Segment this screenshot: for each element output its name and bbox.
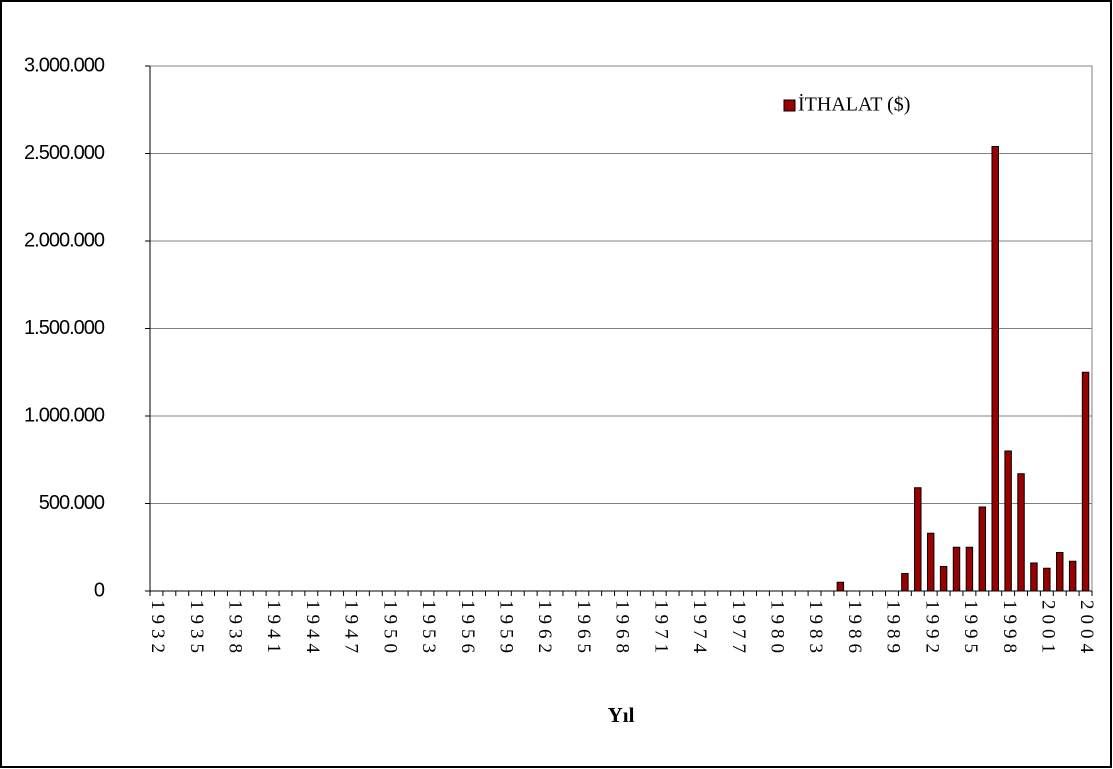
x-tick-label: 1947 [341,600,362,658]
bar [1056,552,1064,592]
x-tick-label: 1953 [418,600,439,658]
bar [1017,473,1025,592]
x-tick-label: 1956 [457,600,478,658]
x-tick-label: 1971 [650,600,671,658]
y-tick-label: 3.000.000 [24,54,105,76]
x-tick-label: 1959 [496,600,517,658]
bar [1004,450,1012,592]
x-tick-label: 1977 [728,600,749,658]
bar [965,546,974,592]
x-tick-label: 1968 [612,600,633,658]
x-tick-label: 1995 [960,600,981,658]
bar [1043,567,1051,592]
y-tick-label: 1.500.000 [24,317,105,339]
x-tick-label: 1980 [766,600,787,658]
bar [1081,371,1090,592]
x-tick-label: 1944 [302,600,323,658]
bar [926,532,935,592]
bar [836,581,845,592]
legend-label: İTHALAT ($) [798,93,910,116]
y-tick-label: 1.000.000 [24,404,105,426]
x-tick-label: 1950 [379,600,400,658]
x-tick-label: 2001 [1037,600,1058,658]
x-tick-label: 1938 [225,600,246,658]
bar [914,487,922,592]
x-tick-label: 1932 [147,600,168,658]
x-tick-label: 1974 [689,600,710,658]
x-axis-title: Yıl [608,703,635,727]
y-tick-label: 0 [94,579,105,601]
bar [991,146,999,592]
y-tick-label: 2.500.000 [24,142,105,164]
legend-swatch [783,99,796,112]
bar [1030,562,1038,592]
x-tick-label: 1986 [844,600,865,658]
bar [1068,560,1077,592]
x-tick-label: 1962 [534,600,555,658]
bar [901,573,909,592]
x-tick-label: 1992 [921,600,942,658]
x-tick-label: 1941 [263,600,284,658]
x-tick-label: 1965 [573,600,594,658]
x-tick-label: 1983 [805,600,826,658]
bar [952,546,961,592]
y-tick-label: 500.000 [39,492,105,514]
x-tick-label: 2004 [1076,600,1097,658]
y-tick-label: 2.000.000 [24,229,105,251]
x-tick-label: 1998 [999,600,1020,658]
x-tick-label: 1935 [186,600,207,658]
bar [939,566,948,592]
bar [978,506,987,592]
x-tick-label: 1989 [883,600,904,658]
